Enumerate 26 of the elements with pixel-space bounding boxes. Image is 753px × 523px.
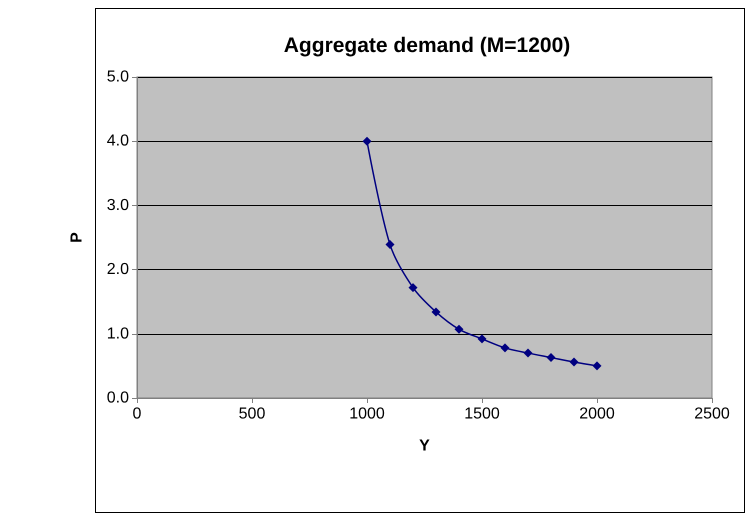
- y-tick-label: 0.0: [106, 390, 130, 406]
- y-tick-label: 4.0: [106, 132, 130, 150]
- point: [500, 343, 510, 352]
- point: [592, 361, 602, 370]
- x-tick-label: 0: [132, 406, 142, 422]
- chart-title: Aggregate demand (M=1200): [284, 34, 570, 57]
- x-axis-title: Y: [419, 438, 430, 454]
- y-tick-label: 5.0: [106, 68, 130, 86]
- point: [570, 358, 578, 367]
- x-tick-label: 2000: [579, 406, 615, 422]
- y-tick-label: 1.0: [106, 325, 130, 342]
- point: [432, 307, 440, 316]
- point: [546, 353, 556, 362]
- point: [478, 334, 486, 344]
- x-tick-label: 2500: [694, 406, 730, 422]
- y-tick-label: 3.0: [106, 196, 130, 214]
- point: [524, 348, 532, 358]
- x-tick-label: 1000: [349, 406, 385, 422]
- x-tick-label: 500: [238, 406, 266, 422]
- point: [362, 136, 372, 146]
- x-tick-label: 1500: [464, 406, 500, 422]
- y-axis-title: P: [68, 232, 86, 243]
- point: [454, 324, 464, 334]
- point: [386, 240, 394, 250]
- point: [408, 283, 418, 292]
- y-tick-label: 2.0: [106, 261, 130, 278]
